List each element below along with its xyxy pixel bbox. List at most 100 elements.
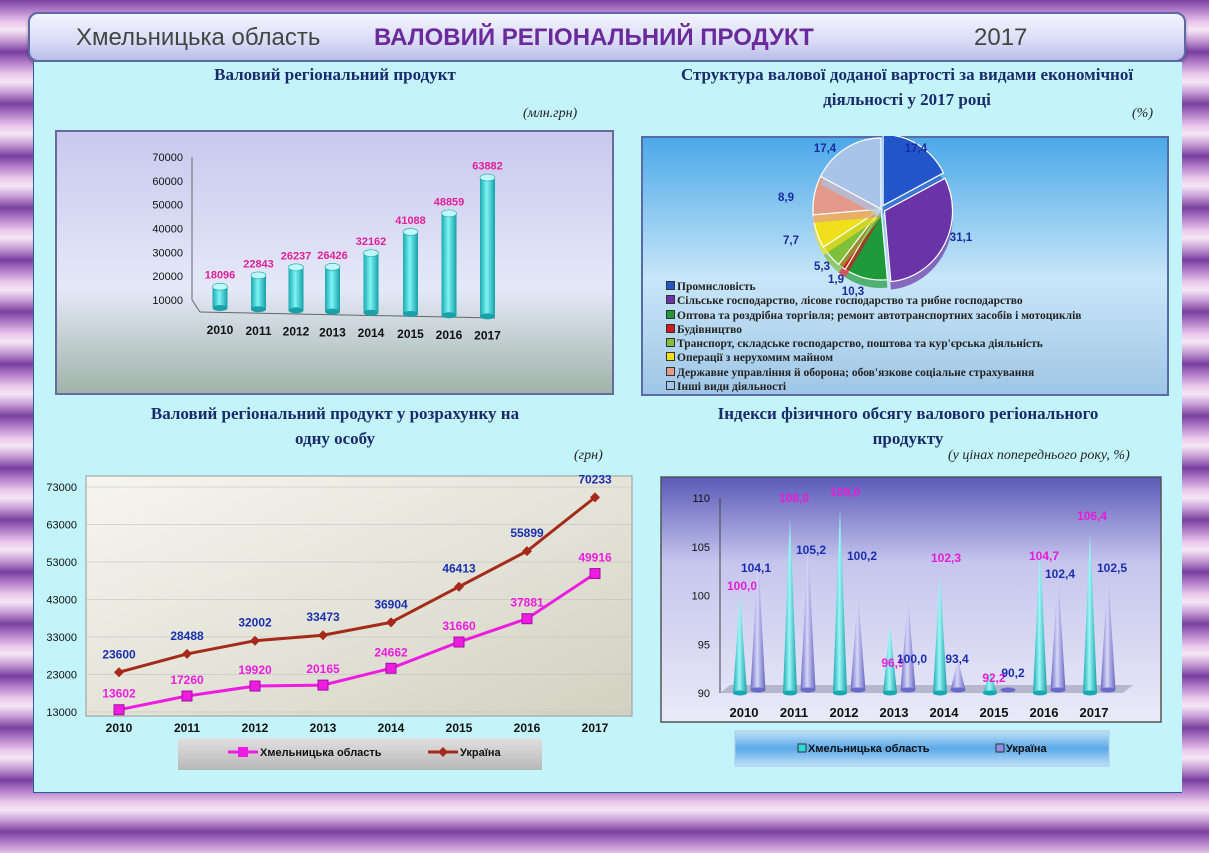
data-label: 55899: [510, 526, 544, 540]
legend-item: Будівництво: [666, 323, 1082, 337]
bar-value-label: 18096: [205, 270, 236, 282]
cone-bar: [1033, 549, 1047, 693]
data-label: 33473: [306, 610, 340, 624]
data-point: [521, 613, 533, 625]
y-tick-label: 33000: [46, 632, 77, 644]
y-tick-label: 105: [692, 542, 710, 554]
x-tick-label: 2015: [980, 705, 1009, 720]
percap-chart: 13000 23000 33000 43000 53000 63000 73000 2010 2…: [40, 470, 640, 770]
index-chart: 90 95 100 105 110 2010 100,0 104,1 2011 108,0 105,…: [660, 476, 1170, 774]
data-point: [249, 680, 261, 692]
x-tick-label: 2015: [446, 721, 473, 735]
legend-box: [734, 730, 1110, 767]
y-tick-label: 60000: [152, 176, 183, 188]
cone-bar: [1083, 533, 1097, 693]
x-tick-label: 2011: [780, 705, 808, 720]
y-tick-label: 23000: [46, 670, 77, 682]
bar-base: [212, 305, 228, 311]
cone-base: [833, 690, 847, 696]
cone-base: [800, 687, 816, 693]
cone-base: [983, 690, 997, 696]
legend-label: Україна: [460, 747, 502, 759]
legend-marker: [438, 747, 448, 757]
legend-item: Інші види діяльності: [666, 380, 1082, 394]
y-tick-label: 10000: [152, 295, 183, 307]
data-label: 96,9: [881, 656, 905, 670]
y-tick-label: 63000: [46, 520, 77, 532]
data-label: 105,2: [796, 543, 826, 557]
y-tick-label: 53000: [46, 557, 77, 569]
data-label: 92,2: [982, 671, 1006, 685]
x-tick-label: 2016: [436, 328, 463, 342]
bar: [288, 267, 304, 311]
cone-bar: [950, 659, 966, 690]
percap-chart-unit: (грн): [574, 448, 603, 463]
legend-label: Сільське господарство, лісове господарст…: [677, 295, 1023, 308]
cone-bar: [1100, 571, 1116, 690]
data-label: 90,2: [1001, 666, 1025, 680]
data-label: 13602: [102, 687, 136, 701]
bar: [480, 177, 495, 317]
data-label: 109,0: [830, 485, 860, 499]
bar: [251, 275, 266, 310]
x-tick-label: 2015: [397, 327, 424, 341]
x-tick-label: 2010: [730, 705, 759, 720]
data-label: 19920: [238, 663, 272, 677]
y-tick-label: 110: [692, 493, 710, 505]
legend-item: Сільське господарство, лісове господарст…: [666, 294, 1082, 308]
data-point: [113, 704, 125, 716]
gva-legend: Промисловість Сільське господарство, лісо…: [666, 280, 1082, 394]
data-point: [318, 630, 328, 641]
grp-chart-title: Валовий регіональний продукт: [214, 65, 456, 84]
bar-value-label: 26237: [281, 250, 312, 262]
gva-chart-title: Структура валової доданої вартості за ви…: [680, 65, 1134, 109]
data-label: 32002: [238, 616, 272, 630]
pie-value-label: 17,4: [814, 143, 837, 155]
legend-swatch: [666, 381, 675, 391]
bar-base: [363, 309, 379, 316]
data-label: 104,7: [1029, 549, 1059, 563]
data-label: 100,0: [727, 579, 757, 593]
gva-chart-svg: 17,4 31,1 10,31,95,3 7,7 8,9 17,4: [641, 133, 1169, 396]
data-point: [589, 568, 601, 580]
y-tick-label: 40000: [152, 224, 183, 236]
legend-item: Оптова та роздрібна торгівля; ремонт авт…: [666, 309, 1082, 323]
cone-base: [1000, 687, 1016, 693]
pie-value-label: 7,7: [783, 235, 799, 247]
cone-bar: [1050, 572, 1066, 690]
x-tick-label: 2016: [1030, 705, 1059, 720]
cone-base: [1100, 687, 1116, 693]
legend-swatch: [666, 295, 675, 305]
data-label: 28488: [170, 629, 204, 643]
y-tick-label: 50000: [152, 200, 183, 212]
cone-base: [883, 690, 897, 696]
x-tick-label: 2014: [930, 705, 960, 720]
legend-marker: [238, 747, 248, 757]
x-tick-label: 2017: [1080, 705, 1109, 720]
pie-value-label: 17,4: [905, 143, 928, 155]
legend-item: Державне управління й оборона; обов'язко…: [666, 366, 1082, 380]
y-tick-label: 90: [698, 688, 710, 700]
cone-base: [1083, 690, 1097, 696]
data-label: 36904: [374, 597, 408, 611]
legend-swatch: [666, 338, 675, 348]
x-tick-label: 2016: [514, 721, 541, 735]
cone-bar: [800, 544, 816, 690]
x-tick-label: 2017: [474, 329, 501, 343]
y-tick-label: 13000: [46, 707, 77, 719]
cone-base: [933, 690, 947, 696]
data-label: 104,1: [741, 561, 771, 575]
y-tick-label: 100: [692, 591, 710, 603]
y-tick-label: 30000: [152, 247, 183, 259]
pie-slice: [819, 137, 882, 211]
legend-swatch: [666, 352, 675, 362]
cone-bar: [750, 555, 766, 690]
x-tick-label: 2011: [245, 324, 271, 338]
bar-top: [288, 263, 304, 272]
y-tick-label: 43000: [46, 595, 77, 607]
data-point: [181, 690, 193, 702]
data-label: 70233: [578, 472, 612, 486]
x-tick-label: 2014: [378, 721, 405, 735]
series-line: [118, 496, 596, 674]
bar-base: [288, 307, 304, 314]
